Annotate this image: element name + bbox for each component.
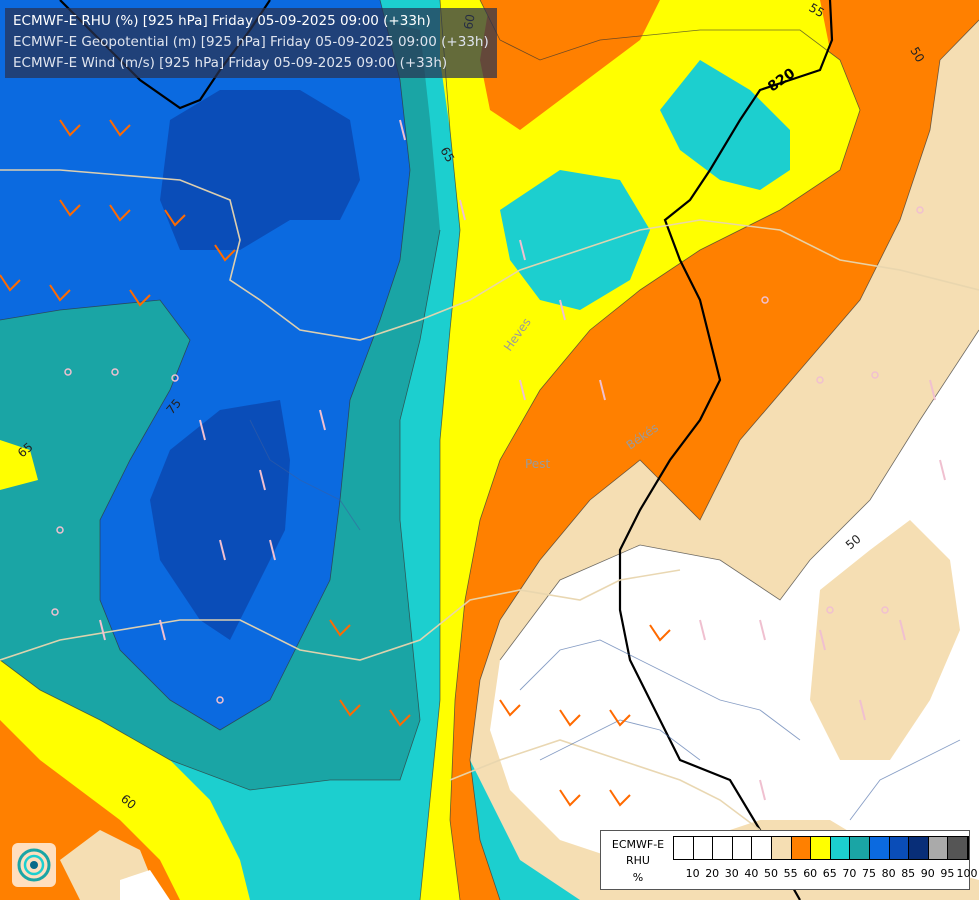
legend-swatch	[889, 837, 910, 859]
legend-tick-label: 95	[940, 867, 955, 880]
rivers-borders	[0, 169, 979, 831]
legend-tick-label: 40	[744, 867, 759, 880]
contour-label: 65	[437, 145, 457, 165]
legend-swatch	[850, 837, 870, 859]
band-white-sw	[120, 870, 170, 900]
color-legend: ECMWF-E RHU % 10 20 30 40 50 55 60 65 70 75 80 85 90…	[600, 830, 978, 890]
band-cyan-patch-a	[660, 60, 790, 190]
legend-swatch	[948, 837, 968, 859]
legend-tick-label: 85	[901, 867, 916, 880]
header-title-rhu: ECMWF-E RHU (%) [925 hPa] Friday 05-09-2…	[13, 13, 431, 29]
map-header: ECMWF-E RHU (%) [925 hPa] Friday 05-09-2…	[5, 8, 497, 78]
legend-swatch	[909, 837, 929, 859]
legend-tick-label: 30	[724, 867, 739, 880]
legend-tick-label: 100	[956, 867, 978, 880]
legend-ticks: 10 20 30 40 50 55 60 65 70 75 80 85 90 95 100	[673, 867, 978, 881]
band-cyan-patch-b	[500, 170, 650, 310]
header-title-geopotential: ECMWF-E Geopotential (m) [925 hPa] Frida…	[13, 34, 489, 50]
legend-tick-label: 55	[783, 867, 798, 880]
legend-swatch	[674, 837, 694, 859]
legend-tick-label: 50	[764, 867, 778, 880]
legend-swatch	[791, 837, 812, 859]
contour-label: 55	[807, 0, 827, 20]
header-title-wind: ECMWF-E Wind (m/s) [925 hPa] Friday 05-0…	[13, 55, 448, 71]
legend-swatch	[752, 837, 772, 859]
band-white-se-inner	[520, 600, 800, 830]
rivers-blue	[249, 419, 961, 821]
legend-tick-label: 60	[803, 867, 818, 880]
band-yellow-w	[0, 440, 38, 490]
legend-title-variable: RHU	[626, 854, 650, 867]
legend-swatch	[713, 837, 733, 859]
legend-swatch	[732, 837, 753, 859]
legend-tick-label: 75	[862, 867, 876, 880]
contour-label: 50	[907, 45, 927, 65]
geopotential-line-820	[618, 0, 834, 900]
ecmwf-swirl-logo-icon	[12, 843, 56, 887]
legend-swatch	[811, 837, 831, 859]
band-dark-blue-north	[160, 90, 360, 250]
band-orange-north	[480, 0, 660, 130]
legend-tick-label: 20	[705, 867, 720, 880]
legend-swatch	[869, 837, 890, 859]
band-dark-blue-south	[150, 400, 290, 640]
legend-tick-label: 65	[822, 867, 837, 880]
legend-tick-label: 90	[920, 867, 935, 880]
band-tan-island	[810, 520, 960, 760]
legend-swatch	[830, 837, 851, 859]
legend-title-model: ECMWF-E	[611, 838, 665, 851]
band-orange	[450, 0, 979, 900]
legend-unit: %	[632, 871, 644, 884]
legend-swatch	[771, 837, 792, 859]
legend-tick-label: 10	[685, 867, 700, 880]
legend-tick-label: 70	[842, 867, 857, 880]
legend-tick-label: 80	[881, 867, 896, 880]
calm-markers	[51, 206, 924, 704]
legend-swatches	[673, 836, 969, 860]
place-label-pest: Pest	[525, 457, 550, 471]
wind-barbs	[0, 119, 946, 807]
legend-swatch	[693, 837, 714, 859]
legend-swatch	[928, 837, 949, 859]
